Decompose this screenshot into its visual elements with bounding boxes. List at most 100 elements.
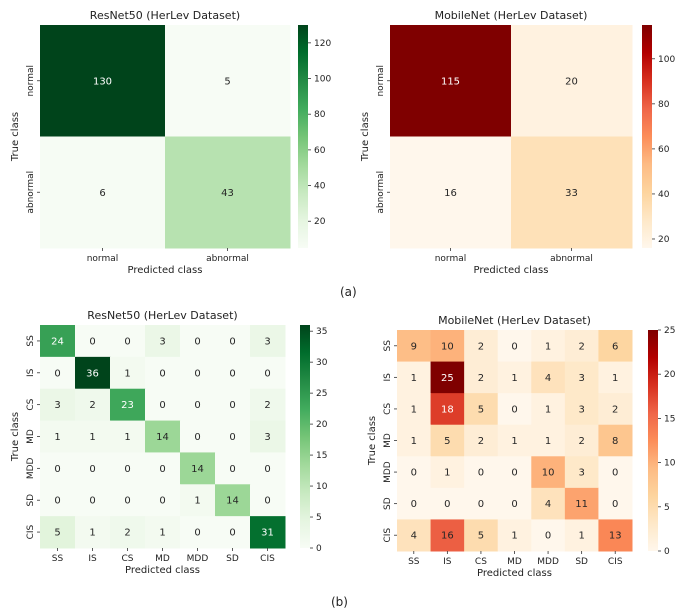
cell-label: 0 xyxy=(229,400,235,411)
cell-label: 0 xyxy=(612,468,618,479)
cell-label: 16 xyxy=(444,188,457,199)
heatmap-cell xyxy=(397,456,432,489)
heatmap-cell xyxy=(497,456,532,489)
cell-label: 0 xyxy=(124,464,130,475)
cell-label: 4 xyxy=(411,531,417,542)
colorbar-tick-label: 15 xyxy=(316,451,327,461)
heatmap-cell xyxy=(75,325,111,358)
cell-label: 0 xyxy=(89,336,95,347)
heatmap-cell xyxy=(430,361,465,394)
heatmap-cell xyxy=(250,484,286,517)
y-axis-label: True class xyxy=(367,416,378,466)
cell-label: 23 xyxy=(121,400,134,411)
y-tick-label: normal xyxy=(376,65,386,97)
colorbar-tick-label: 20 xyxy=(316,420,328,430)
y-tick-label: CIS xyxy=(26,524,36,539)
cell-label: 1 xyxy=(124,432,130,443)
colorbar-tick-label: 60 xyxy=(658,145,670,155)
heatmap-cell xyxy=(215,388,251,422)
heatmap-cell xyxy=(464,487,499,520)
heatmap-cell xyxy=(180,516,216,549)
cell-label: 1 xyxy=(411,436,417,447)
cell-label: 31 xyxy=(261,528,274,539)
heatmap-panel-3: ResNet50 (HerLev Dataset)24 0 0 3 0 0 30 36 1 0 0 0… xyxy=(10,309,328,576)
colorbar-tick-label: 20 xyxy=(664,370,676,380)
heatmap-cell xyxy=(215,452,251,485)
y-tick-label: MDD xyxy=(26,457,36,479)
cell-label: 20 xyxy=(565,76,578,87)
cell-label: 1 xyxy=(89,432,95,443)
heatmap-cell xyxy=(40,452,76,485)
heatmap-cell xyxy=(180,388,216,422)
heatmap-cell xyxy=(165,136,291,249)
heatmap-panel-4: MobileNet (HerLev Dataset)9 10 2 0 1 2 61 25 2 1 4… xyxy=(367,314,676,579)
cell-label: 4 xyxy=(545,499,551,510)
cell-label: 3 xyxy=(264,432,270,443)
cell-label: 1 xyxy=(545,341,551,352)
heatmap-cell xyxy=(180,420,216,453)
cell-label: 2 xyxy=(89,400,95,411)
cell-label: 4 xyxy=(545,373,551,384)
cell-label: 24 xyxy=(51,336,64,347)
x-tick-label: MDD xyxy=(537,557,559,567)
colorbar-tick-label: 40 xyxy=(314,182,326,192)
heatmap-cell xyxy=(531,330,566,363)
cell-label: 1 xyxy=(511,531,517,542)
cell-label: 2 xyxy=(478,373,484,384)
cell-label: 0 xyxy=(229,528,235,539)
heatmap-cell xyxy=(75,484,111,517)
y-tick-label: IS xyxy=(26,368,36,377)
heatmap-cell xyxy=(531,487,566,520)
cell-label: 14 xyxy=(156,432,169,443)
chart-title: ResNet50 (HerLev Dataset) xyxy=(87,309,237,322)
y-tick-label: normal xyxy=(26,65,36,97)
cell-label: 3 xyxy=(578,468,584,479)
x-axis-label: Predicted class xyxy=(474,265,549,276)
cell-label: 2 xyxy=(578,436,584,447)
x-tick-label: MD xyxy=(155,554,170,564)
cell-label: 0 xyxy=(444,499,450,510)
x-tick-label: abnormal xyxy=(550,254,593,264)
heatmap-cell xyxy=(215,325,251,358)
colorbar-tick-label: 0 xyxy=(664,547,670,557)
colorbar-tick-label: 10 xyxy=(664,459,676,469)
heatmap-cell xyxy=(497,361,532,394)
heatmap-cell xyxy=(464,456,499,489)
y-tick-label: CIS xyxy=(383,528,393,543)
x-tick-label: MDD xyxy=(187,554,209,564)
cell-label: 1 xyxy=(89,528,95,539)
heatmap-cell xyxy=(40,388,76,422)
cell-label: 0 xyxy=(159,400,165,411)
x-axis-label: Predicted class xyxy=(477,568,552,579)
cell-label: 2 xyxy=(264,400,270,411)
heatmap-cell xyxy=(464,519,499,552)
cell-label: 1 xyxy=(545,404,551,415)
colorbar xyxy=(642,25,652,248)
x-tick-label: SD xyxy=(575,557,588,567)
heatmap-cell xyxy=(40,484,76,517)
cell-label: 13 xyxy=(609,531,622,542)
cell-label: 0 xyxy=(194,368,200,379)
heatmap-cell xyxy=(497,487,532,520)
x-tick-label: SS xyxy=(408,557,420,567)
heatmap-cell xyxy=(40,325,76,358)
cell-label: 2 xyxy=(478,341,484,352)
y-axis-label: True class xyxy=(10,412,21,462)
heatmap-cell xyxy=(40,420,76,453)
heatmap-cell xyxy=(511,25,633,137)
cell-label: 0 xyxy=(159,464,165,475)
cell-label: 5 xyxy=(478,404,484,415)
heatmap-cell xyxy=(598,456,633,489)
heatmap-cell xyxy=(464,330,499,363)
cell-label: 2 xyxy=(612,404,618,415)
cell-label: 11 xyxy=(575,499,588,510)
heatmap-cell xyxy=(464,393,499,426)
cell-label: 0 xyxy=(264,496,270,507)
cell-label: 2 xyxy=(578,341,584,352)
y-tick-label: SD xyxy=(26,494,36,507)
cell-label: 5 xyxy=(478,531,484,542)
chart-title: MobileNet (HerLev Dataset) xyxy=(435,9,588,22)
heatmap-cell xyxy=(110,325,146,358)
colorbar-tick-label: 40 xyxy=(658,190,670,200)
y-tick-label: abnormal xyxy=(376,171,386,214)
